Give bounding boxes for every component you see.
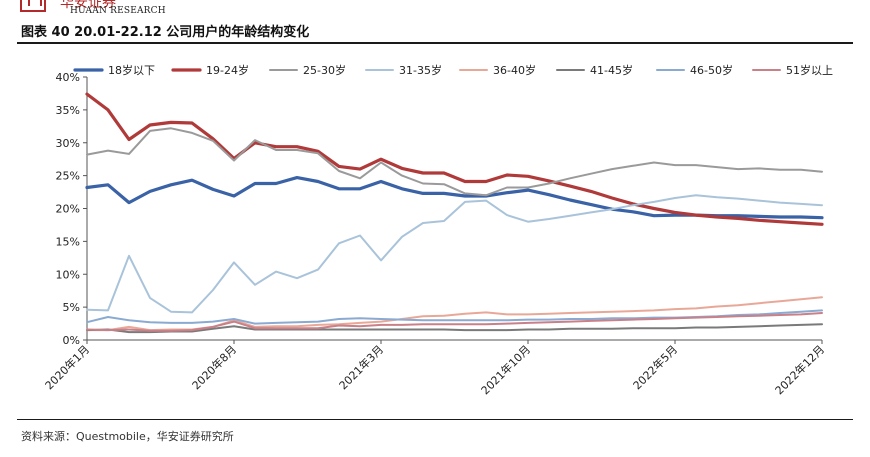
y-tick-label: 35% [56,104,80,117]
series-line-31-35岁 [86,194,823,314]
series-line-25-30岁 [86,127,823,197]
figure-title: 图表 40 20.01-22.12 公司用户的年龄结构变化 [21,25,310,40]
y-tick-label: 15% [56,235,80,248]
legend-item: 36-40岁 [459,63,536,77]
legend-label: 46-50岁 [690,63,733,77]
data-source-note: 资料来源：Questmobile，华安证券研究所 [21,430,234,443]
y-tick-label: 5% [63,301,80,314]
chart-legend: 18岁以下 19-24岁 25-30岁 31-35岁 36-40岁 41-45岁 46-50… [73,63,833,77]
legend-item: 31-35岁 [365,63,442,77]
x-tick-label: 2021年10月 [478,342,533,397]
series-line-19-24岁 [85,92,824,226]
x-axis: 2020年1月 2020年8月 2021年3月 2021年10月 2022年5月 2022… [42,339,827,397]
series-line-41-45岁 [86,323,823,334]
brand-logo-icon [20,0,46,12]
x-tick-label: 2020年8月 [189,342,239,392]
footer-divider [17,419,853,420]
legend-label: 36-40岁 [493,63,536,77]
brand-logo-text: 华安证券 [60,0,116,11]
y-tick-label: 30% [56,137,80,150]
legend-item: 46-50岁 [656,63,733,77]
legend-item: 19-24岁 [171,63,249,77]
y-tick-label: 40% [56,71,80,84]
legend-label: 19-24岁 [206,63,249,77]
series-line-51岁以上 [86,312,823,332]
series-lines [85,92,824,334]
legend-label: 31-35岁 [399,63,442,77]
x-tick-label: 2022年5月 [630,342,680,392]
y-tick-label: 25% [56,170,80,183]
y-tick-label: 10% [56,268,80,281]
legend-label: 41-45岁 [590,63,633,77]
legend-item: 18岁以下 [73,63,155,77]
y-tick-label: 0% [63,334,80,347]
x-tick-label: 2021年3月 [336,342,386,392]
brand-english-name: HUAAN RESEARCH [70,6,166,16]
y-axis: 0% 5% 10% 15% 20% 25% 30% 35% 40% [56,71,88,347]
legend-label: 18岁以下 [108,63,155,77]
legend-item: 25-30岁 [269,63,346,77]
legend-item: 51岁以上 [752,63,833,77]
title-divider [17,42,853,44]
legend-label: 51岁以上 [786,63,833,77]
legend-item: 41-45岁 [556,63,633,77]
legend-label: 25-30岁 [303,63,346,77]
x-tick-label: 2022年12月 [772,342,827,397]
y-tick-label: 20% [56,203,80,216]
x-tick-label: 2020年1月 [42,342,92,392]
